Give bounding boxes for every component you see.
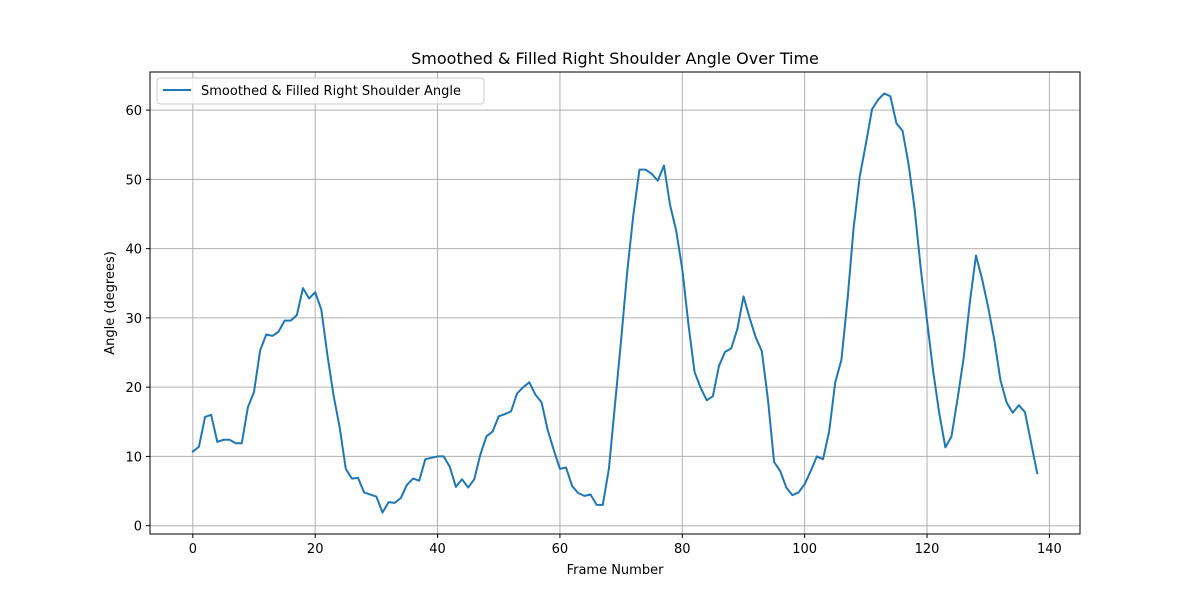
- legend: Smoothed & Filled Right Shoulder Angle: [156, 77, 485, 105]
- y-tick-label: 0: [134, 520, 142, 535]
- y-tick-label: 10: [125, 450, 142, 465]
- x-tick-label: 40: [429, 542, 446, 557]
- y-axis-label: Angle (degrees): [103, 251, 118, 355]
- grid-lines: [150, 72, 1080, 534]
- x-tick-label: 100: [792, 542, 817, 557]
- x-tick-label: 120: [915, 542, 940, 557]
- x-axis-ticks: 0 20 40 60 80 100 120 140: [189, 534, 1062, 557]
- x-tick-label: 20: [307, 542, 324, 557]
- y-tick-label: 20: [125, 381, 142, 396]
- x-tick-label: 0: [189, 542, 197, 557]
- legend-label: Smoothed & Filled Right Shoulder Angle: [201, 84, 461, 99]
- y-tick-label: 30: [125, 312, 142, 327]
- legend-box: [156, 77, 485, 105]
- chart-title: Smoothed & Filled Right Shoulder Angle O…: [411, 49, 819, 68]
- x-tick-label: 80: [674, 542, 691, 557]
- y-axis-ticks: 0 10 20 30 40 50 60: [125, 104, 150, 535]
- x-axis-label: Frame Number: [567, 563, 665, 578]
- plot-frame: [149, 71, 1081, 535]
- series-line-0: [191, 92, 1039, 514]
- y-tick-label: 40: [125, 243, 142, 258]
- y-tick-label: 60: [125, 104, 142, 119]
- x-tick-label: 140: [1037, 542, 1062, 557]
- x-tick-label: 60: [552, 542, 569, 557]
- series-layer: [191, 92, 1039, 514]
- y-tick-label: 50: [125, 173, 142, 188]
